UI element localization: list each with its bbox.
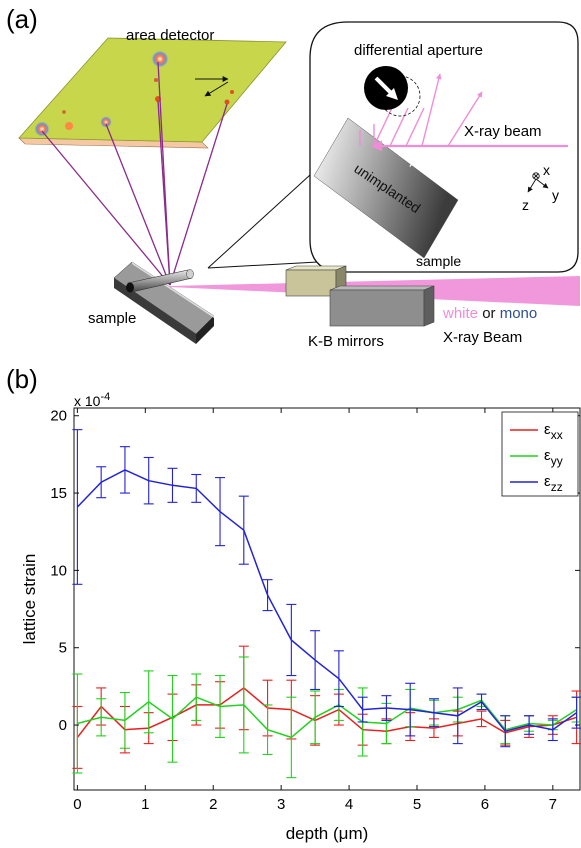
diffraction-spot	[154, 78, 158, 82]
x-tick-label: 6	[481, 796, 489, 813]
x-axis-title: depth (μm)	[286, 824, 369, 843]
x-tick-label: 1	[141, 796, 149, 813]
diffraction-spot	[230, 90, 234, 94]
beam-line2-label: X-ray Beam	[443, 329, 522, 346]
beam-white-label: white	[442, 305, 478, 322]
xray-beam-label: X-ray beam	[464, 123, 542, 140]
x-tick-label: 5	[413, 796, 421, 813]
y-axis-title: lattice strain	[20, 554, 39, 645]
diffraction-spot	[65, 122, 73, 130]
sample-assembly	[113, 261, 215, 344]
error-bar	[72, 673, 83, 774]
series-line-zz	[76, 469, 578, 733]
series-line-xx	[76, 686, 577, 738]
differential-aperture-label: differential aperture	[354, 42, 483, 59]
axis-y-label: y	[552, 187, 559, 203]
inset-sample-block	[313, 117, 459, 259]
inset-sample-label: sample	[416, 253, 461, 269]
axis-multiplier-exponent: -4	[100, 391, 110, 403]
legend-frame	[501, 411, 579, 497]
diffraction-spot	[62, 110, 66, 114]
axis-x-label: x	[543, 162, 550, 178]
arrow-icon	[204, 81, 229, 97]
legend-entry: εyy	[544, 447, 563, 468]
legend-symbol: ε	[544, 421, 551, 438]
x-tick-label: 0	[73, 796, 81, 813]
x-tick-label: 7	[549, 796, 557, 813]
legend-subscript: yy	[551, 454, 563, 468]
axis-z-label: z	[522, 197, 529, 213]
y-tick-label: 10	[50, 562, 67, 579]
x-tick-label: 4	[345, 796, 353, 813]
inset-callout: differential aperture implanted unimplan…	[207, 21, 579, 273]
x-tick-label: 2	[209, 796, 217, 813]
axis-multiplier-base: x 10	[74, 393, 101, 409]
panel-a: (a) area detector	[6, 4, 580, 350]
diffraction-spot	[224, 99, 230, 105]
diffraction-spot	[34, 121, 50, 137]
y-tick-label: 0	[59, 717, 67, 734]
legend-symbol: ε	[544, 473, 551, 490]
series-line-yy	[77, 696, 578, 739]
panel-a-label: (a)	[6, 4, 38, 34]
x-tick-label: 3	[277, 796, 285, 813]
legend-entry: εxx	[544, 421, 563, 442]
beam-mono-label: mono	[500, 305, 538, 322]
legend-entry: εzz	[544, 473, 563, 494]
legend-subscript: xx	[551, 428, 563, 442]
panel-b-label: (b)	[6, 364, 38, 394]
series-zz	[72, 429, 581, 748]
beam-type-label: white or mono	[442, 305, 537, 322]
kb-mirrors	[285, 265, 435, 327]
kb-mirrors-label: K-B mirrors	[308, 333, 384, 350]
diffraction-spot	[100, 116, 112, 128]
legend-symbol: ε	[544, 447, 551, 464]
area-detector	[18, 37, 287, 149]
error-bar	[571, 696, 581, 729]
y-tick-label: 15	[50, 485, 67, 502]
legend-subscript: zz	[551, 480, 563, 494]
coordinate-axes-icon	[527, 172, 549, 193]
diffraction-spot	[151, 50, 169, 68]
plot-marks	[72, 429, 581, 779]
axis-multiplier: x 10-4	[74, 391, 110, 409]
beam-or-label: or	[478, 305, 500, 322]
panel-b: (b) x 10-4 0 1 2 3 4 5 6 7 0 5 10 15 20 lattice stra…	[6, 364, 581, 843]
sample-label: sample	[88, 310, 136, 327]
y-tick-label: 20	[50, 408, 67, 425]
y-tick-label: 5	[59, 640, 67, 657]
arrow-icon	[386, 88, 398, 100]
diffracted-rays	[41, 61, 228, 286]
axis-ticks: 0 1 2 3 4 5 6 7 0 5 10 15 20	[50, 408, 580, 813]
area-detector-label: area detector	[126, 27, 214, 44]
